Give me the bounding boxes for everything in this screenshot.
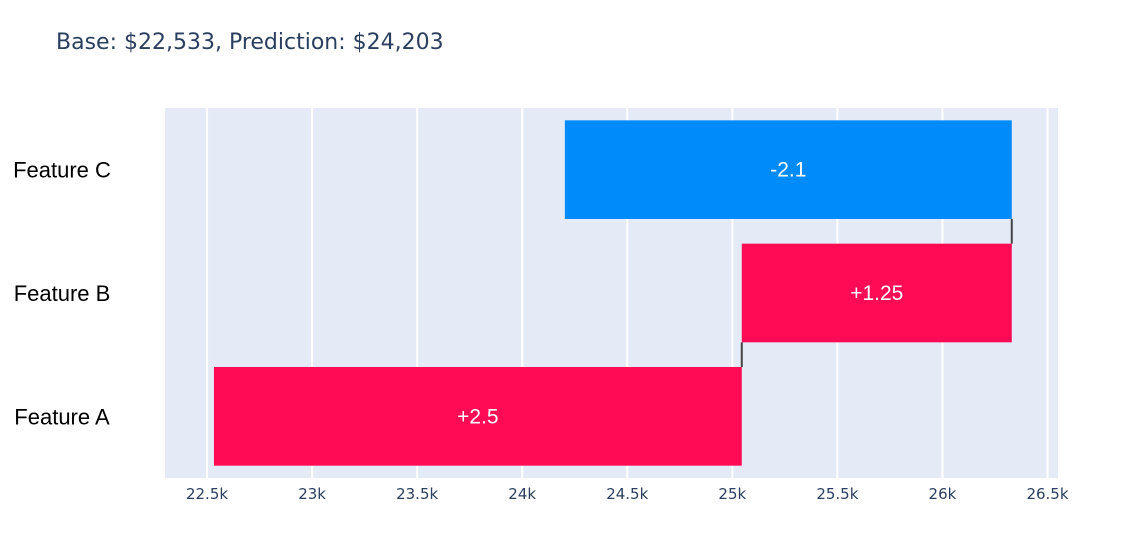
x-tick-label: 22.5k xyxy=(186,485,228,503)
x-tick-label: 25k xyxy=(718,485,746,503)
bar-value-label: +2.5 xyxy=(457,405,498,428)
bar-value-label: +1.25 xyxy=(850,282,903,305)
bar-feature-c xyxy=(564,120,1012,219)
bar-feature-a xyxy=(213,367,742,466)
x-tick-label: 25.5k xyxy=(816,485,858,503)
x-tick-label: 23.5k xyxy=(396,485,438,503)
y-category-label: Feature C xyxy=(13,158,111,183)
y-axis-labels: Feature A Feature B Feature C xyxy=(13,158,111,430)
x-tick-label: 26.5k xyxy=(1026,485,1068,503)
bar-value-label: -2.1 xyxy=(770,159,806,182)
x-tick-label: 23k xyxy=(298,485,326,503)
x-axis-ticks: 22.5k 23k 23.5k 24k 24.5k 25k 25.5k 26k 26.5k xyxy=(186,485,1069,503)
x-tick-label: 24k xyxy=(508,485,536,503)
connector-lines xyxy=(740,219,1013,367)
bars: +2.5 +1.25 -2.1 xyxy=(213,120,1012,466)
bar-feature-b xyxy=(741,243,1012,343)
y-category-label: Feature A xyxy=(14,404,110,429)
x-tick-label: 26k xyxy=(929,485,957,503)
chart-title: Base: $22,533, Prediction: $24,203 xyxy=(56,30,444,55)
x-tick-label: 24.5k xyxy=(606,485,648,503)
y-category-label: Feature B xyxy=(14,281,111,306)
